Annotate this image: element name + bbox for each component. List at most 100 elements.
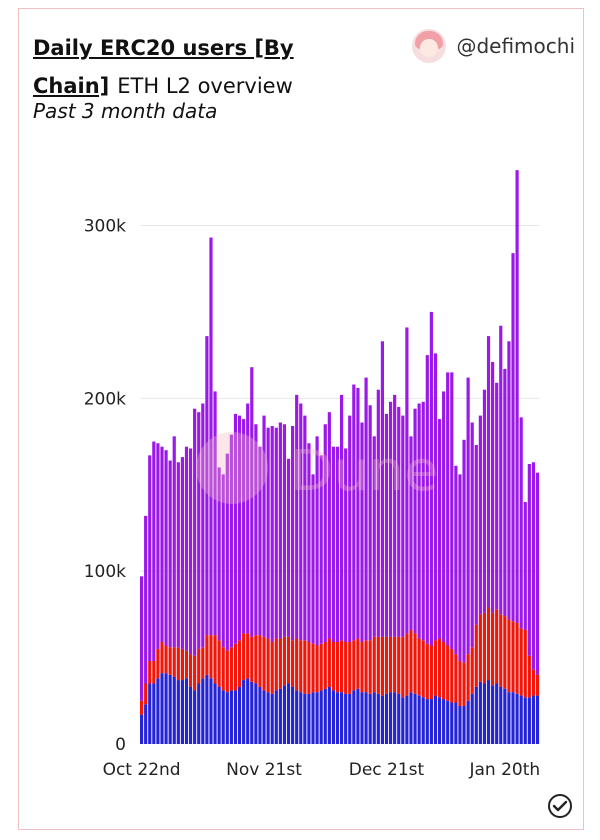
bar-middle bbox=[176, 647, 180, 681]
chart-description: Past 3 month data bbox=[33, 99, 218, 123]
bar-bottom bbox=[172, 676, 176, 744]
bar-top bbox=[282, 424, 287, 637]
bar-bottom bbox=[246, 678, 250, 744]
bar-middle bbox=[323, 642, 327, 689]
bar-middle bbox=[372, 636, 376, 693]
bar-bottom bbox=[429, 699, 433, 744]
x-tick-label: Dec 21st bbox=[349, 760, 425, 780]
bar-middle bbox=[401, 636, 405, 698]
y-tick-label: 200k bbox=[84, 389, 126, 409]
bar-middle bbox=[164, 645, 168, 674]
watermark-logo bbox=[196, 432, 268, 504]
bar-middle bbox=[229, 647, 233, 691]
bar-bottom bbox=[295, 690, 299, 744]
bar-middle bbox=[486, 607, 491, 681]
bar-middle bbox=[413, 633, 417, 694]
bar-top bbox=[213, 391, 217, 636]
bar-middle bbox=[258, 635, 262, 687]
bar-bottom bbox=[340, 692, 344, 744]
bar-bottom bbox=[474, 686, 478, 744]
bar-middle bbox=[491, 612, 495, 686]
bar-top bbox=[335, 446, 340, 643]
bar-middle bbox=[188, 654, 193, 687]
bar-top bbox=[148, 455, 152, 662]
checkmark-icon[interactable] bbox=[547, 793, 573, 819]
bar-middle bbox=[168, 647, 172, 675]
bar-top bbox=[160, 446, 164, 643]
bar-top bbox=[152, 441, 156, 662]
bar-top bbox=[286, 458, 291, 637]
bar-middle bbox=[270, 642, 274, 694]
bar-top bbox=[303, 415, 307, 641]
bar-top bbox=[209, 237, 213, 636]
bar-bottom bbox=[442, 699, 446, 744]
bar-middle bbox=[266, 638, 270, 693]
bar-bottom bbox=[503, 688, 507, 744]
bar-bottom bbox=[344, 693, 348, 744]
bar-bottom bbox=[205, 674, 209, 744]
bar-top bbox=[384, 413, 389, 637]
bar-top bbox=[331, 446, 336, 643]
x-tick-label: Jan 20th bbox=[469, 760, 541, 780]
bar-middle bbox=[184, 650, 189, 679]
bar-middle bbox=[470, 647, 474, 694]
bar-top bbox=[315, 436, 319, 646]
bar-top bbox=[401, 415, 405, 637]
bar-bottom bbox=[511, 692, 515, 744]
y-tick-label: 100k bbox=[84, 562, 126, 582]
bar-middle bbox=[282, 636, 287, 686]
bar-bottom bbox=[401, 697, 405, 744]
bar-top bbox=[372, 436, 376, 637]
bar-top bbox=[291, 425, 295, 641]
bar-top bbox=[352, 384, 356, 641]
bar-middle bbox=[523, 629, 527, 698]
bar-middle bbox=[450, 648, 454, 703]
bar-top bbox=[172, 436, 176, 648]
bar-top bbox=[364, 377, 368, 641]
bar-top bbox=[176, 462, 180, 648]
bar-top bbox=[393, 394, 397, 637]
bar-middle bbox=[148, 661, 152, 684]
bar-middle bbox=[437, 638, 442, 698]
bar-middle bbox=[433, 640, 438, 696]
bar-bottom bbox=[482, 683, 487, 744]
bar-middle bbox=[478, 614, 482, 682]
bar-top bbox=[254, 424, 258, 636]
bar-bottom bbox=[307, 693, 311, 744]
bar-top bbox=[262, 415, 266, 637]
chart-title-link[interactable]: Daily ERC20 users [By Chain] bbox=[33, 36, 294, 98]
bar-top bbox=[217, 467, 221, 641]
bar-bottom bbox=[450, 702, 454, 744]
bar-bottom bbox=[188, 686, 193, 744]
bar-top bbox=[225, 453, 229, 651]
bar-bottom bbox=[380, 695, 384, 744]
bar-top bbox=[360, 422, 364, 643]
bar-bottom bbox=[160, 673, 164, 744]
author-block[interactable]: @defimochi bbox=[412, 29, 575, 63]
bar-bottom bbox=[209, 678, 213, 744]
bar-top bbox=[446, 372, 450, 646]
bar-top bbox=[388, 401, 393, 637]
bar-middle bbox=[242, 633, 246, 681]
bar-middle bbox=[499, 614, 503, 687]
bar-bottom bbox=[515, 693, 519, 744]
bar-middle bbox=[152, 661, 156, 684]
bar-middle bbox=[291, 640, 295, 687]
bar-bottom bbox=[225, 692, 229, 744]
bar-top bbox=[258, 446, 262, 636]
bar-middle bbox=[425, 643, 429, 700]
bar-top bbox=[311, 474, 315, 644]
chart-subtitle: ETH L2 overview bbox=[117, 74, 293, 98]
bar-bottom bbox=[274, 690, 278, 744]
bar-top bbox=[278, 422, 282, 639]
bar-top bbox=[421, 401, 425, 641]
bar-bottom bbox=[531, 695, 536, 744]
bar-middle bbox=[393, 636, 397, 693]
bar-bottom bbox=[331, 690, 336, 744]
bar-bottom bbox=[384, 693, 389, 744]
bar-middle bbox=[209, 635, 213, 679]
bar-bottom bbox=[242, 680, 246, 744]
bar-bottom bbox=[315, 692, 319, 744]
bar-middle bbox=[368, 640, 372, 694]
avatar bbox=[412, 29, 447, 63]
